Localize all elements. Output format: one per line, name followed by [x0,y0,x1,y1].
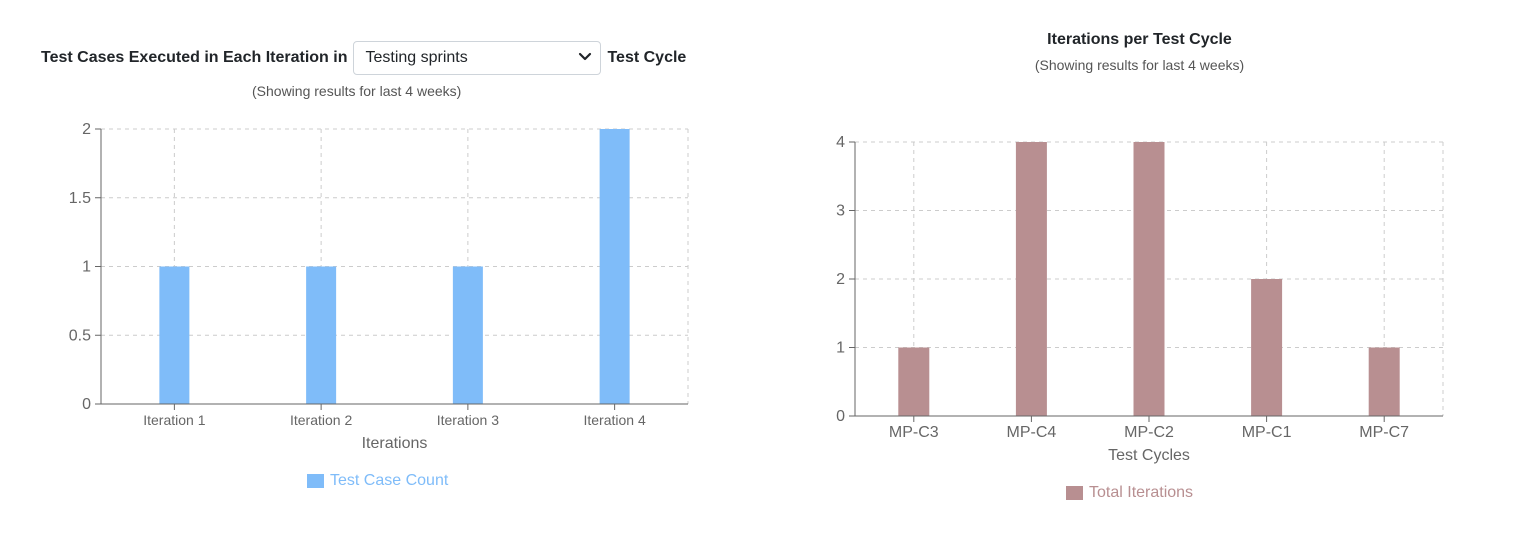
right-chart-panel: Iterations per Test Cycle (Showing resul… [760,0,1519,547]
chevron-down-icon [579,52,592,61]
legend-label: Test Case Count [330,472,449,489]
left-chart-subtitle: (Showing results for last 4 weeks) [252,83,462,99]
legend-label: Total Iterations [1089,484,1194,501]
right-chart-subtitle: (Showing results for last 4 weeks) [1034,57,1245,73]
left-title-suffix: Test Cycle [607,49,687,66]
legend-total-iterations[interactable]: Total Iterations [1066,484,1193,502]
legend-swatch [1066,486,1083,500]
legend-test-case-count[interactable]: Test Case Count [307,472,448,490]
left-title-prefix: Test Cases Executed in Each Iteration in [41,49,348,66]
test-cycle-select-value: Testing sprints [365,49,468,66]
left-chart-panel: Test Cases Executed in Each Iteration in… [0,40,760,99]
test-cycle-select[interactable]: Testing sprints [353,41,602,75]
left-chart-title: Test Cases Executed in Each Iteration in… [0,40,760,76]
legend-swatch [307,474,324,488]
right-chart-title: Iterations per Test Cycle [1047,31,1232,48]
